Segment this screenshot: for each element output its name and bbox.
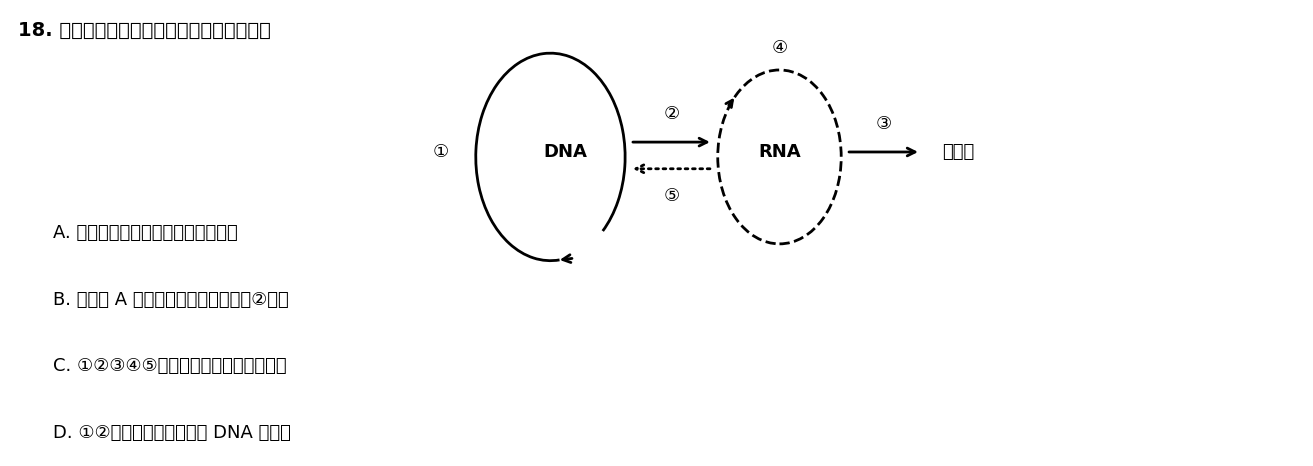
Text: 18. 下列关于图示中心法则的叙述，错误的是: 18. 下列关于图示中心法则的叙述，错误的是 [17, 21, 270, 40]
Text: RNA: RNA [758, 143, 801, 161]
Text: D. ①②过程由不同的酶催化 DNA 的解旋: D. ①②过程由不同的酶催化 DNA 的解旋 [53, 424, 290, 442]
Text: DNA: DNA [544, 143, 587, 161]
Text: ②: ② [663, 105, 680, 123]
Text: B. 在胰岛 A 细胞的细胞核内仅能发生②过程: B. 在胰岛 A 细胞的细胞核内仅能发生②过程 [53, 291, 289, 308]
Text: ①: ① [433, 143, 449, 161]
Text: ⑤: ⑤ [663, 187, 680, 206]
Text: ④: ④ [772, 39, 788, 57]
Text: C. ①②③④⑤过程均有氢键的形成与断裂: C. ①②③④⑤过程均有氢键的形成与断裂 [53, 357, 286, 375]
Text: A. 图示中心法则的内容由克里克提出: A. 图示中心法则的内容由克里克提出 [53, 224, 238, 242]
Text: ③: ③ [876, 115, 892, 133]
Text: 蛋白质: 蛋白质 [943, 143, 974, 161]
